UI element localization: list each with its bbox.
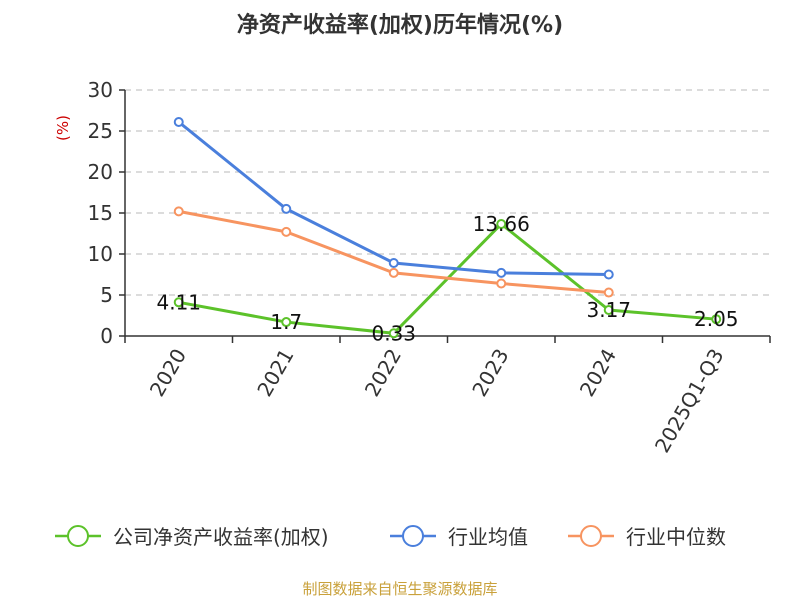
data-label: 1.7 — [270, 310, 302, 334]
data-point — [496, 218, 507, 229]
data-point — [388, 258, 399, 269]
legend-label: 公司净资产收益率(加权) — [113, 525, 329, 549]
series-line — [177, 120, 609, 276]
y-tick-label: 30 — [88, 78, 113, 102]
legend-marker — [67, 525, 89, 547]
data-point — [173, 297, 184, 308]
y-axis-unit: (%) — [54, 115, 72, 141]
data-label: 0.33 — [371, 321, 416, 345]
x-tick-label: 2022 — [360, 345, 406, 401]
legend-marker — [402, 525, 424, 547]
data-label: 13.66 — [473, 212, 530, 236]
data-label: 4.11 — [156, 290, 201, 314]
y-tick-label: 10 — [88, 242, 113, 266]
data-point — [496, 278, 507, 289]
grid-lines — [125, 89, 770, 296]
data-point — [388, 267, 399, 278]
x-tick-label: 2020 — [145, 345, 191, 401]
data-point — [281, 317, 292, 328]
legend-marker — [580, 525, 602, 547]
data-point — [496, 267, 507, 278]
series-group — [173, 116, 722, 339]
data-point — [173, 116, 184, 127]
y-tick-label: 0 — [100, 324, 113, 348]
x-tick-label: 2024 — [575, 345, 621, 401]
legend-label: 行业中位数 — [626, 525, 726, 549]
x-tick-label: 2023 — [467, 345, 513, 401]
data-label: 3.17 — [586, 298, 631, 322]
x-tick-label: 2021 — [252, 345, 298, 401]
y-tick-label: 20 — [88, 160, 113, 184]
y-tick-label: 15 — [88, 201, 113, 225]
legend: 公司净资产收益率(加权) 行业均值 行业中位数 — [55, 525, 726, 549]
data-point — [281, 203, 292, 214]
source-note: 制图数据来自恒生聚源数据库 — [302, 580, 497, 598]
legend-label: 行业均值 — [448, 525, 528, 549]
x-tick-label: 2025Q1-Q3 — [650, 345, 729, 457]
data-point — [603, 269, 614, 280]
y-tick-label: 5 — [100, 283, 113, 307]
y-tick-label: 25 — [88, 119, 113, 143]
data-point — [603, 305, 614, 316]
data-point — [711, 314, 722, 325]
data-point — [281, 226, 292, 237]
chart-title: 净资产收益率(加权)历年情况(%) — [237, 12, 563, 38]
data-point — [173, 206, 184, 217]
data-point — [388, 328, 399, 339]
data-point — [603, 287, 614, 298]
data-label: 2.05 — [694, 307, 739, 331]
series-line — [178, 209, 609, 295]
data-labels: 4.11 1.7 0.33 13.66 3.17 2.05 — [156, 212, 738, 345]
